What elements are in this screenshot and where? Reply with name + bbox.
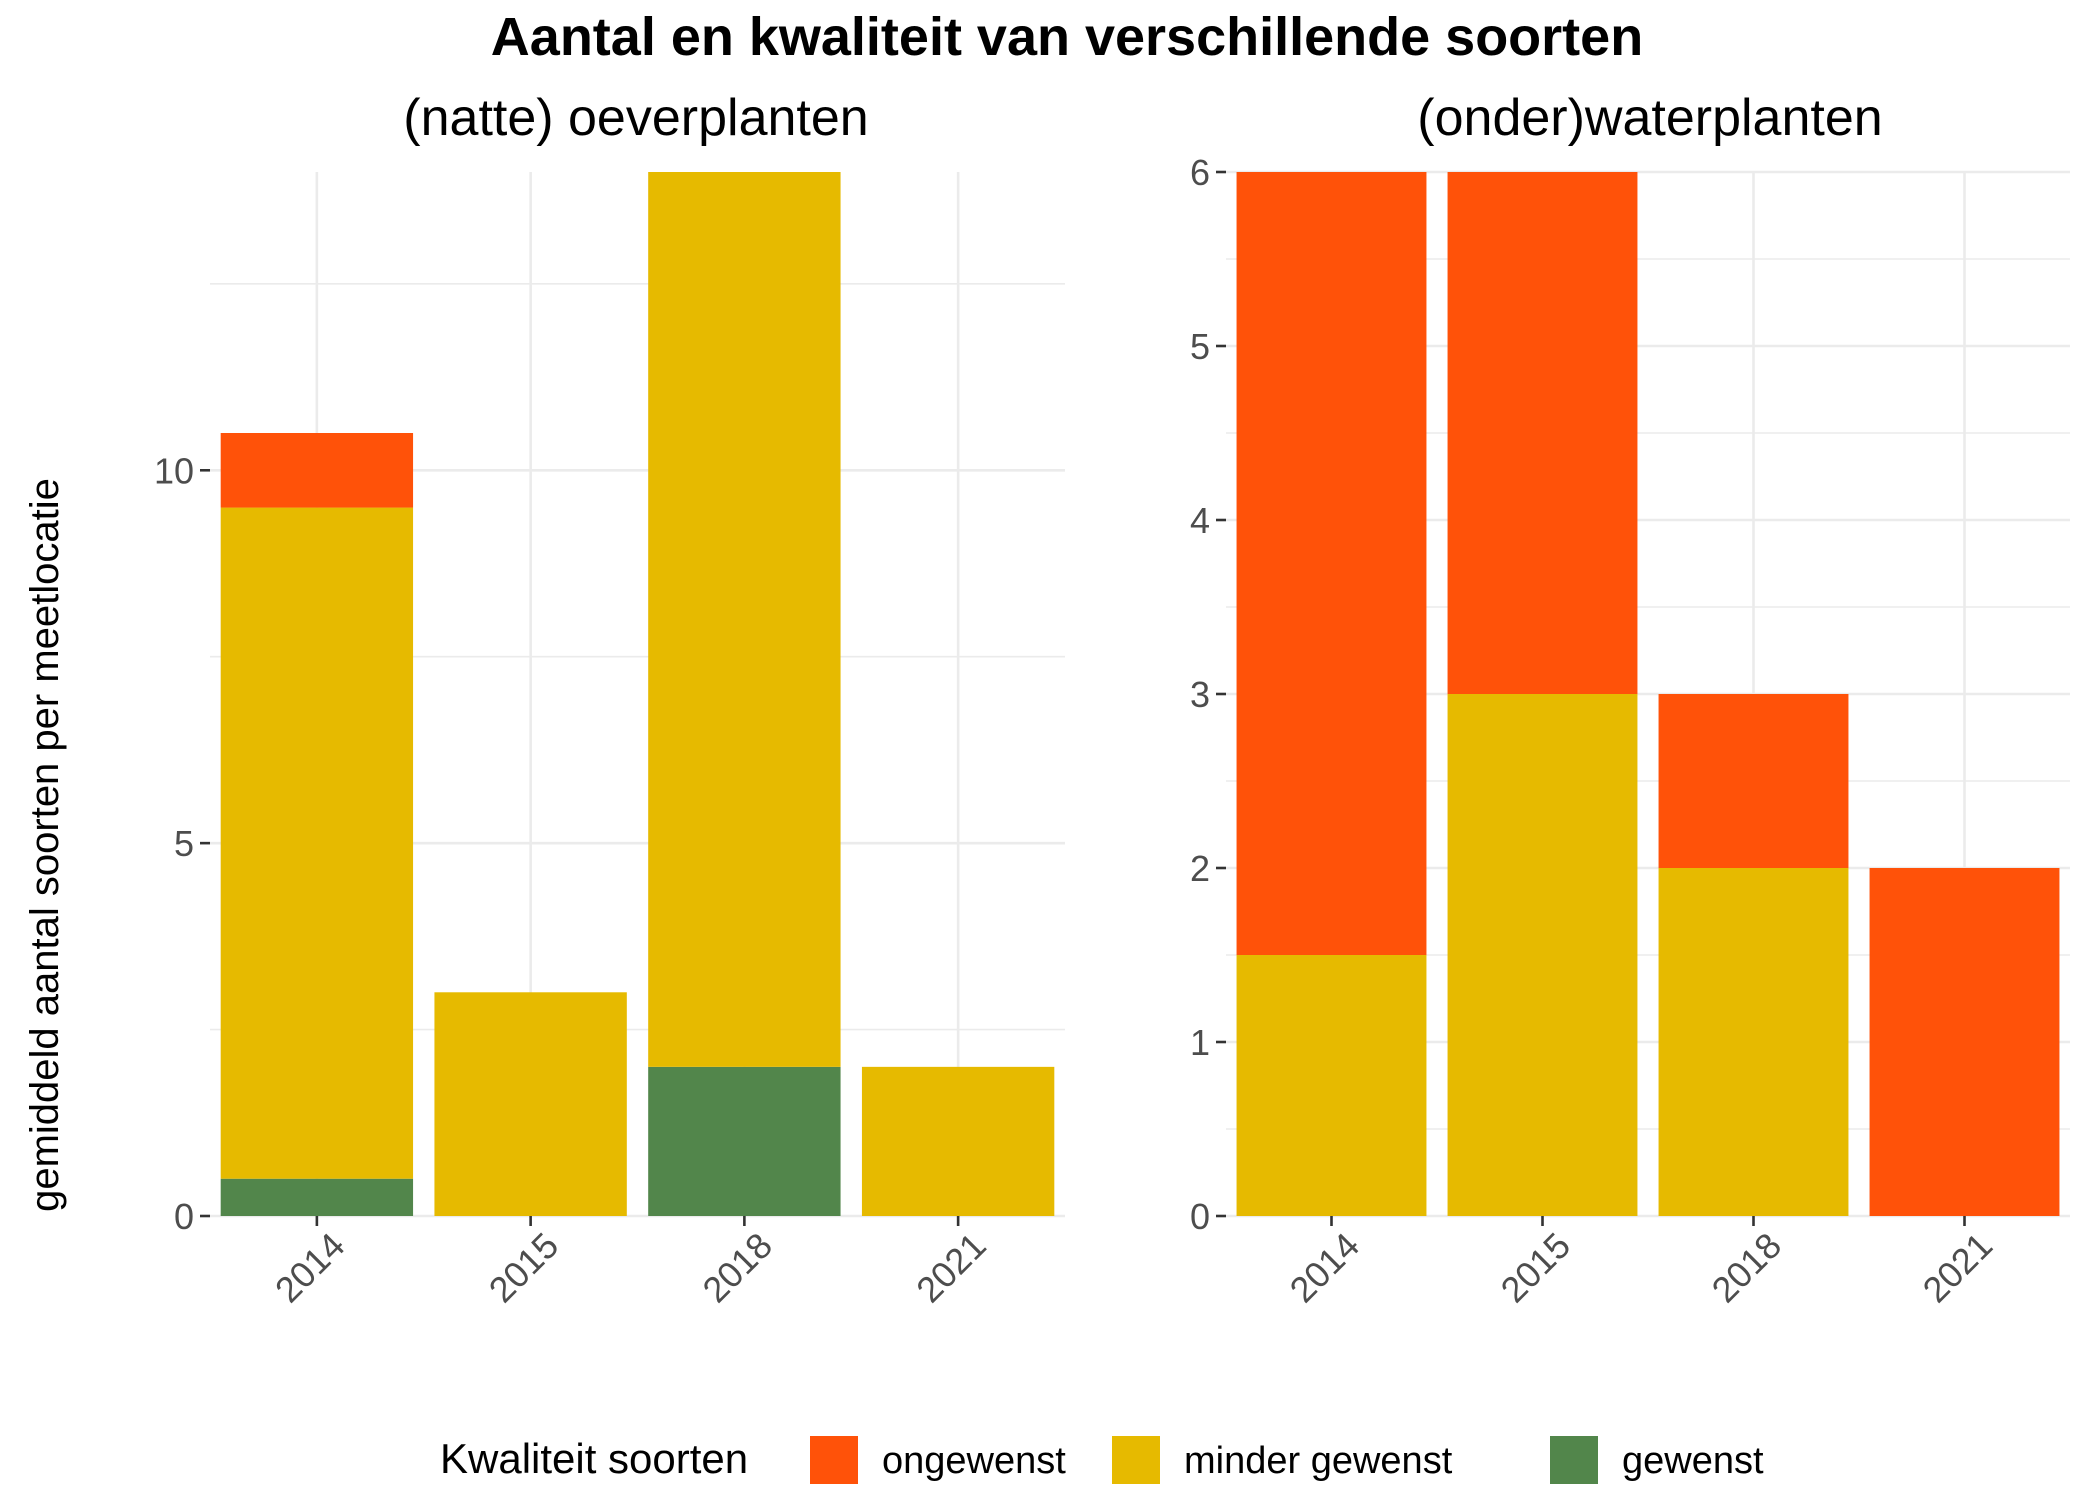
bar-2014-gewenst — [220, 1178, 414, 1216]
bar-2021-minder-gewenst — [861, 1066, 1055, 1216]
x-tick-label: 2021 — [908, 1225, 994, 1311]
y-tick-label: 2 — [1190, 848, 1210, 889]
panel-1-subtitle: (natte) oeverplanten — [403, 89, 868, 147]
x-tick-label: 2014 — [267, 1225, 353, 1311]
bar-2014-minder-gewenst — [1236, 955, 1427, 1216]
y-tick-label: 3 — [1190, 674, 1210, 715]
legend-title: Kwaliteit soorten — [440, 1435, 748, 1482]
bar-2014-ongewenst — [1236, 172, 1427, 955]
panel-waterplanten: 0 1 2 3 4 5 6 2014 2015 2018 2021 — [1190, 152, 2070, 1310]
y-axis-label: gemiddeld aantal soorten per meetlocatie — [23, 478, 67, 1212]
x-tick-label: 2018 — [694, 1225, 780, 1311]
y-tick-label: 10 — [154, 450, 194, 491]
y-tick-label: 0 — [174, 1196, 194, 1237]
x-tick-label: 2015 — [481, 1225, 567, 1311]
bar-2015-ongewenst — [1447, 172, 1638, 694]
x-tick-label: 2018 — [1704, 1225, 1790, 1311]
legend-label-ongewenst: ongewenst — [882, 1440, 1066, 1482]
legend-label-gewenst: gewenst — [1622, 1440, 1764, 1482]
y-tick-label: 4 — [1190, 500, 1210, 541]
y-tick-label: 5 — [1190, 326, 1210, 367]
bar-2015-minder-gewenst — [434, 992, 627, 1216]
panel-2-subtitle: (onder)waterplanten — [1417, 89, 1882, 147]
legend-swatch-ongewenst — [810, 1436, 858, 1484]
bar-2014-minder-gewenst — [220, 507, 414, 1179]
x-tick-label: 2015 — [1493, 1225, 1579, 1311]
legend-swatch-minder-gewenst — [1112, 1436, 1160, 1484]
chart-title: Aantal en kwaliteit van verschillende so… — [491, 7, 1643, 67]
bar-2018-minder-gewenst — [1658, 868, 1849, 1216]
x-tick-label: 2021 — [1915, 1225, 2001, 1311]
bar-2018-gewenst — [648, 1066, 841, 1216]
x-tick-label: 2014 — [1282, 1225, 1368, 1311]
legend-label-minder-gewenst: minder gewenst — [1184, 1440, 1453, 1482]
panel-oeverplanten: 0 5 10 2014 2015 2018 2021 — [154, 172, 1065, 1310]
y-tick-label: 0 — [1190, 1196, 1210, 1237]
y-tick-label: 1 — [1190, 1022, 1210, 1063]
bar-2014-ongewenst — [220, 433, 414, 508]
legend: Kwaliteit soorten ongewenst minder gewen… — [440, 1435, 1764, 1484]
bar-2018-ongewenst — [1658, 694, 1849, 868]
legend-swatch-gewenst — [1550, 1436, 1598, 1484]
bar-2018-minder-gewenst — [648, 172, 841, 1067]
y-tick-label: 6 — [1190, 152, 1210, 193]
bar-2021-ongewenst — [1869, 868, 2060, 1216]
bar-2015-minder-gewenst — [1447, 694, 1638, 1216]
y-tick-label: 5 — [174, 823, 194, 864]
